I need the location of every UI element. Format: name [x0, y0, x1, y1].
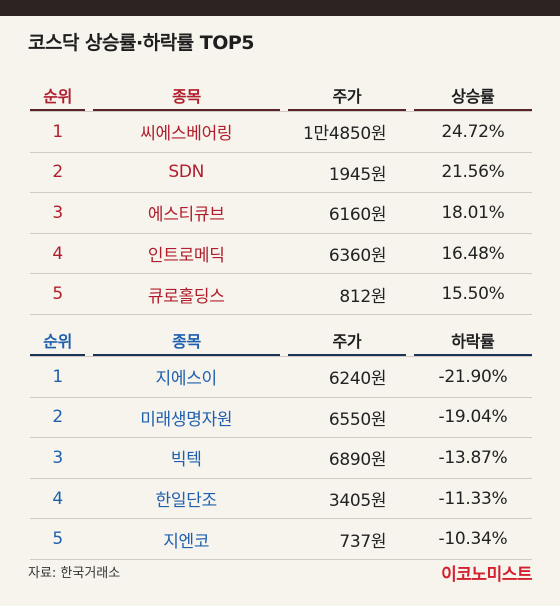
table-row: 4 한일단조 3405원 -11.33% [30, 479, 532, 520]
rank-cell: 3 [52, 202, 63, 223]
price-cell: 3405원 [328, 491, 387, 512]
table-row: 2 SDN 1945원 21.56% [30, 153, 532, 194]
name-cell: 인트로메딕 [147, 246, 225, 267]
rank-cell: 1 [52, 366, 63, 387]
rate-cell: -13.87% [438, 447, 508, 468]
rate-cell: -11.33% [438, 488, 508, 509]
name-cell: 씨에스베어링 [140, 124, 233, 145]
gainers-header-row: 순위 종목 주가 상승률 [30, 80, 533, 112]
rank-cell: 5 [52, 529, 63, 550]
header-rank: 순위 [30, 325, 86, 356]
price-cell: 1945원 [328, 164, 387, 185]
price-cell: 812원 [339, 286, 387, 307]
table-row: 3 빅텍 6890원 -13.87% [30, 438, 532, 479]
header-rank: 순위 [30, 80, 86, 111]
header-name: 종목 [93, 80, 281, 111]
rank-cell: 3 [52, 447, 63, 468]
table-row: 4 인트로메딕 6360원 16.48% [30, 234, 532, 275]
table-row: 5 큐로홀딩스 812원 15.50% [30, 274, 532, 315]
rate-cell: -21.90% [438, 366, 508, 387]
table-row: 3 에스티큐브 6160원 18.01% [30, 193, 532, 234]
rate-cell: 16.48% [441, 243, 505, 264]
table-row: 5 지엔코 737원 -10.34% [30, 519, 532, 560]
losers-header-row: 순위 종목 주가 하락률 [30, 325, 533, 357]
rate-cell: 18.01% [441, 202, 505, 223]
price-cell: 737원 [339, 531, 387, 552]
rate-cell: -19.04% [438, 407, 508, 428]
price-cell: 6550원 [328, 409, 387, 430]
rank-cell: 2 [52, 407, 63, 428]
gainers-table: 순위 종목 주가 상승률 1 씨에스베어링 1만4850원 24.72% 2 S… [30, 80, 533, 315]
rate-cell: -10.34% [438, 529, 508, 550]
table-row: 2 미래생명자원 6550원 -19.04% [30, 398, 532, 439]
header-rate: 상승률 [413, 80, 533, 111]
header-price: 주가 [287, 325, 407, 356]
rank-cell: 4 [52, 243, 63, 264]
name-cell: 한일단조 [155, 491, 218, 512]
publisher-logo: 이코노미스트 [441, 565, 532, 585]
name-cell: 지에스이 [155, 369, 218, 390]
price-cell: 6890원 [328, 450, 387, 471]
header-price: 주가 [287, 80, 407, 111]
price-cell: 1만4850원 [303, 124, 387, 145]
price-cell: 6360원 [328, 246, 387, 267]
price-cell: 6240원 [328, 369, 387, 390]
top-bar [0, 0, 560, 16]
rank-cell: 2 [52, 162, 63, 183]
table-row: 1 씨에스베어링 1만4850원 24.72% [30, 112, 532, 153]
name-cell: 빅텍 [170, 450, 202, 471]
rate-cell: 21.56% [441, 162, 505, 183]
name-cell: 미래생명자원 [140, 409, 233, 430]
losers-table: 순위 종목 주가 하락률 1 지에스이 6240원 -21.90% 2 미래생명… [30, 325, 533, 560]
name-cell: 지엔코 [163, 531, 210, 552]
name-cell: SDN [168, 162, 205, 183]
rank-cell: 1 [52, 121, 63, 142]
source-note: 자료: 한국거래소 [28, 566, 121, 581]
table-row: 1 지에스이 6240원 -21.90% [30, 357, 532, 398]
rate-cell: 15.50% [441, 284, 505, 305]
name-cell: 큐로홀딩스 [147, 286, 225, 307]
header-rate: 하락률 [413, 325, 533, 356]
header-name: 종목 [93, 325, 281, 356]
rank-cell: 5 [52, 284, 63, 305]
page-title: 코스닥 상승률·하락률 TOP5 [28, 32, 255, 54]
rank-cell: 4 [52, 488, 63, 509]
rate-cell: 24.72% [441, 121, 505, 142]
name-cell: 에스티큐브 [147, 205, 225, 226]
price-cell: 6160원 [328, 205, 387, 226]
